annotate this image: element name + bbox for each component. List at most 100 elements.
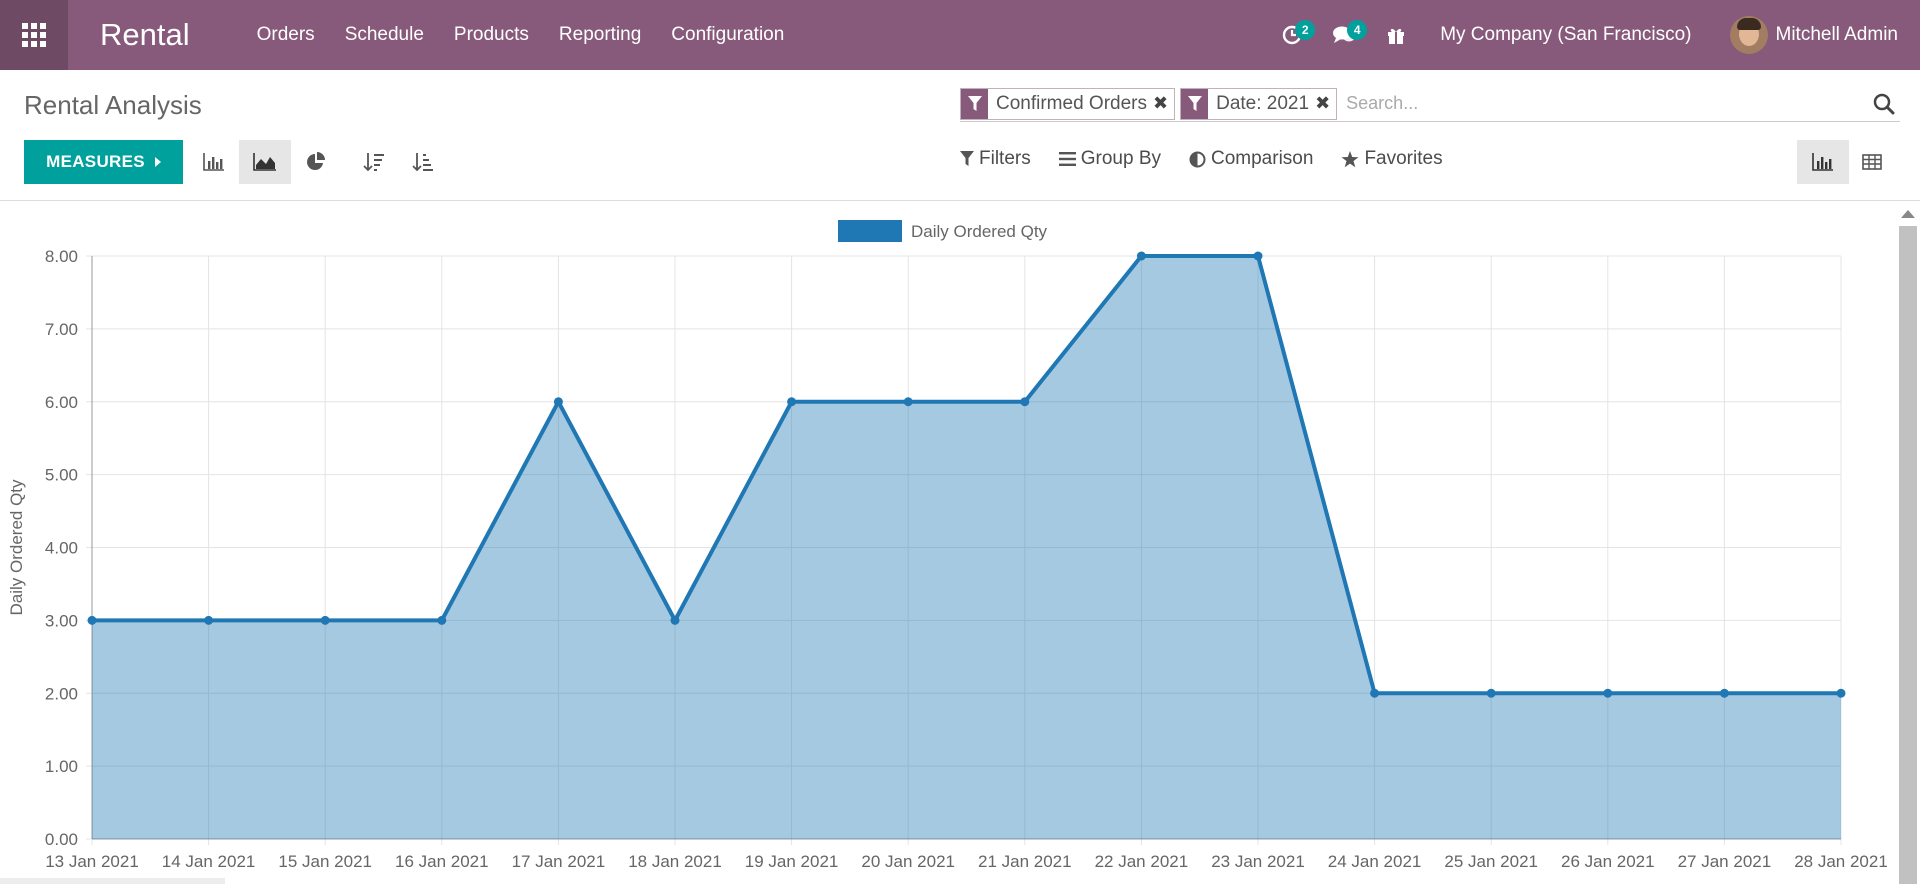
- filters-label: Filters: [979, 148, 1031, 169]
- sort-ascending-icon: [412, 153, 433, 172]
- x-tick-label: 27 Jan 2021: [1678, 852, 1772, 871]
- search-input[interactable]: [1346, 93, 1872, 114]
- data-point: [320, 615, 330, 625]
- facet-remove-icon[interactable]: ✖: [1315, 93, 1331, 113]
- y-tick-label: 6.00: [45, 393, 78, 412]
- scrollbar-thumb[interactable]: [1899, 226, 1917, 884]
- y-tick-label: 1.00: [45, 757, 78, 776]
- star-icon: [1341, 150, 1359, 167]
- data-point: [1486, 688, 1496, 698]
- sort-descending-button[interactable]: [348, 140, 400, 184]
- x-tick-label: 21 Jan 2021: [978, 852, 1072, 871]
- company-switcher[interactable]: My Company (San Francisco): [1440, 24, 1692, 45]
- search-options: Filters Group By Comparison Favorites: [960, 148, 1443, 170]
- user-menu[interactable]: Mitchell Admin: [1775, 24, 1899, 45]
- pie-chart-icon: [307, 152, 325, 170]
- y-tick-label: 3.00: [45, 611, 78, 630]
- bar-chart-icon: [203, 153, 224, 171]
- adjust-icon: [1189, 151, 1206, 167]
- y-tick-label: 7.00: [45, 320, 78, 339]
- x-tick-label: 28 Jan 2021: [1794, 852, 1888, 871]
- gift-icon: [1388, 28, 1405, 44]
- data-point: [1370, 688, 1380, 698]
- x-tick-label: 20 Jan 2021: [861, 852, 955, 871]
- x-tick-label: 18 Jan 2021: [628, 852, 722, 871]
- bar-chart-mode-button[interactable]: [188, 140, 240, 184]
- area-chart: 0.00 1.00 2.00 3.00 4.00 5.00 6.00 7.00 8.00 13 J…: [7, 220, 1888, 871]
- sort-ascending-button[interactable]: [397, 140, 449, 184]
- graph-view-button[interactable]: [1797, 140, 1849, 184]
- y-tick-label: 0.00: [45, 830, 78, 849]
- comparison-dropdown[interactable]: Comparison: [1189, 148, 1313, 170]
- data-point: [787, 397, 797, 407]
- group-by-label: Group By: [1080, 148, 1161, 169]
- apps-grid-icon: [22, 23, 46, 47]
- search-bar: Confirmed Orders ✖ Date: 2021 ✖: [960, 86, 1900, 122]
- line-chart-mode-button[interactable]: [239, 140, 291, 184]
- facet-date: Date: 2021 ✖: [1180, 87, 1338, 120]
- legend-label: Daily Ordered Qty: [911, 222, 1048, 241]
- app-brand[interactable]: Rental: [100, 17, 190, 52]
- legend-swatch: [838, 220, 902, 242]
- data-point: [1253, 251, 1263, 261]
- x-tick-label: 17 Jan 2021: [512, 852, 606, 871]
- data-point: [903, 397, 913, 407]
- messages-badge: 4: [1347, 20, 1368, 40]
- top-navbar: Rental Orders Schedule Products Reportin…: [0, 0, 1920, 70]
- favorites-dropdown[interactable]: Favorites: [1341, 148, 1443, 170]
- series-line: [92, 254, 1841, 696]
- x-tick-label: 25 Jan 2021: [1444, 852, 1538, 871]
- menu-configuration[interactable]: Configuration: [671, 24, 785, 45]
- x-tick-label: 26 Jan 2021: [1561, 852, 1655, 871]
- data-point: [87, 615, 97, 625]
- filters-dropdown[interactable]: Filters: [960, 148, 1031, 170]
- menu-schedule[interactable]: Schedule: [344, 24, 424, 45]
- facet-confirmed-orders: Confirmed Orders ✖: [960, 87, 1176, 120]
- data-point: [553, 397, 563, 407]
- data-point: [670, 615, 680, 625]
- menu-products[interactable]: Products: [453, 24, 529, 45]
- x-tick-label: 16 Jan 2021: [395, 852, 489, 871]
- facet-label: Confirmed Orders: [996, 92, 1147, 114]
- x-tick-label: 23 Jan 2021: [1211, 852, 1305, 871]
- menu-reporting[interactable]: Reporting: [558, 24, 642, 45]
- bottom-strip: [0, 878, 225, 884]
- activity-badge: 2: [1295, 20, 1316, 40]
- data-point: [204, 615, 214, 625]
- measures-button[interactable]: MEASURES: [24, 140, 183, 184]
- area-chart-icon: [253, 153, 276, 171]
- scroll-up-icon[interactable]: [1901, 210, 1915, 218]
- systray: 2 4 My Company (San Francisco) Mitchell …: [1266, 0, 1920, 70]
- control-panel: Rental Analysis Confirmed Orders ✖ Date:…: [0, 70, 1920, 201]
- data-point: [1020, 397, 1030, 407]
- apps-menu-button[interactable]: [0, 0, 68, 70]
- sort-descending-icon: [363, 153, 384, 172]
- gift-menu[interactable]: [1379, 0, 1413, 70]
- x-tick-label: 24 Jan 2021: [1328, 852, 1422, 871]
- data-point: [1836, 688, 1846, 698]
- x-tick-label: 19 Jan 2021: [745, 852, 839, 871]
- facet-label: Date: 2021: [1216, 92, 1310, 114]
- y-tick-label: 2.00: [45, 684, 78, 703]
- x-tick-label: 13 Jan 2021: [45, 852, 139, 871]
- user-avatar[interactable]: [1729, 16, 1768, 54]
- messaging-menu[interactable]: 4: [1327, 0, 1368, 70]
- y-tick-label: 5.00: [45, 466, 78, 485]
- y-axis-label: Daily Ordered Qty: [7, 479, 26, 616]
- y-tick-label: 8.00: [45, 247, 78, 266]
- caret-right-icon: [154, 157, 161, 167]
- table-icon: [1862, 154, 1882, 170]
- activity-menu[interactable]: 2: [1275, 0, 1316, 70]
- pie-chart-mode-button[interactable]: [290, 140, 342, 184]
- search-icon[interactable]: [1872, 92, 1896, 116]
- data-point: [1136, 251, 1146, 261]
- graph-view: 0.00 1.00 2.00 3.00 4.00 5.00 6.00 7.00 8.00 13 J…: [0, 208, 1895, 884]
- pivot-view-button[interactable]: [1846, 140, 1898, 184]
- data-point: [1603, 688, 1613, 698]
- filter-icon: [1181, 88, 1209, 119]
- measures-label: MEASURES: [46, 152, 145, 171]
- comparison-label: Comparison: [1211, 148, 1314, 169]
- facet-remove-icon[interactable]: ✖: [1153, 93, 1169, 113]
- group-by-dropdown[interactable]: Group By: [1058, 148, 1161, 170]
- menu-orders[interactable]: Orders: [256, 24, 315, 45]
